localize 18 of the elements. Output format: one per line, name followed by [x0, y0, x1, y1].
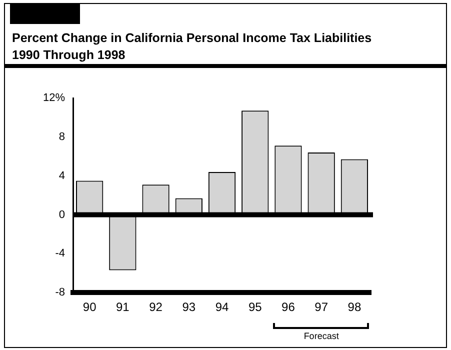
y-tick-label: 4 [58, 170, 66, 182]
x-tick-label: 93 [182, 300, 196, 314]
chart-subtitle: 1990 Through 1998 [12, 47, 126, 64]
chart-title: Percent Change in California Personal Income Tax Liabilities [12, 30, 372, 47]
y-tick-label: -8 [55, 286, 66, 299]
x-tick-label: 90 [82, 300, 97, 314]
y-tick-label: 12% [42, 92, 66, 104]
y-tick-label: -4 [55, 248, 66, 260]
text: Forecast [304, 331, 339, 341]
y-tick-label: 0 [58, 208, 66, 221]
x-tick-label: 96 [282, 300, 296, 314]
y-tick-label: 8 [58, 130, 66, 143]
x-tick-label: 98 [348, 300, 362, 314]
x-tick-label: 95 [248, 300, 262, 314]
x-tick-label: 91 [116, 300, 130, 314]
x-tick-label: 92 [149, 300, 163, 314]
x-tick-label: 94 [215, 300, 229, 314]
x-tick-label: 97 [314, 300, 328, 314]
